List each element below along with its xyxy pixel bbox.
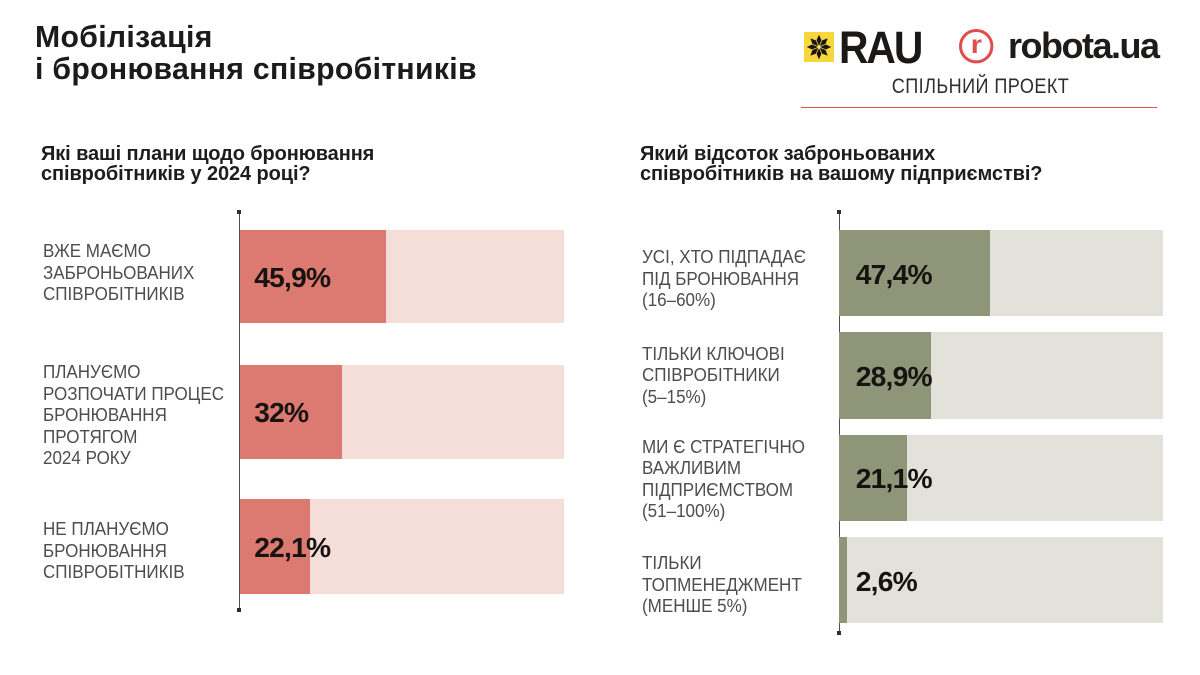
svg-text:r: r xyxy=(971,31,983,59)
